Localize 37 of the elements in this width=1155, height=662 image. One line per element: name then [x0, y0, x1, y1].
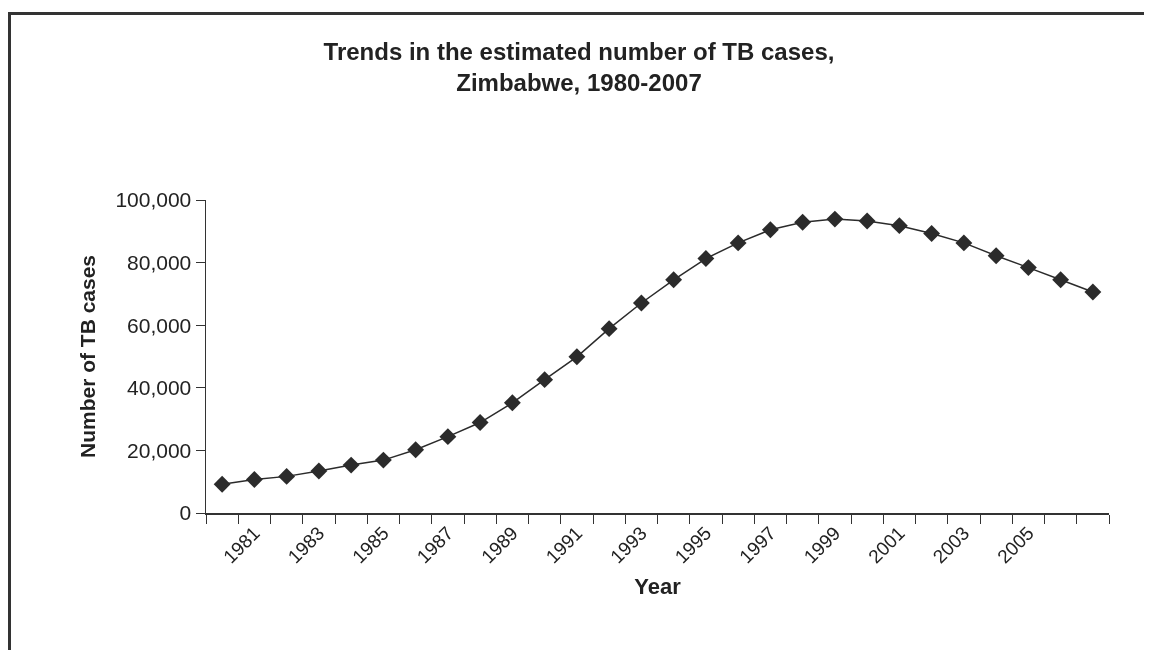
point	[439, 428, 457, 446]
point	[632, 294, 650, 312]
point	[342, 456, 360, 474]
y-tick-label: 40,000	[127, 376, 192, 400]
point	[761, 221, 779, 239]
point	[987, 247, 1005, 265]
point	[310, 462, 328, 480]
point	[568, 348, 586, 366]
point	[1052, 271, 1070, 289]
point	[407, 441, 425, 459]
point	[1084, 283, 1102, 301]
y-tick-label: 100,000	[115, 188, 192, 212]
point	[665, 271, 683, 289]
y-tick-label: 80,000	[127, 250, 192, 274]
point	[890, 217, 908, 235]
point	[503, 394, 521, 412]
point	[278, 467, 296, 485]
y-tick-label: 0	[179, 501, 192, 525]
point	[374, 451, 392, 469]
point	[536, 371, 554, 389]
point	[697, 250, 715, 267]
point	[213, 475, 231, 493]
point	[794, 213, 812, 231]
point	[955, 234, 973, 252]
point	[471, 414, 489, 431]
point	[729, 234, 747, 252]
point	[1019, 259, 1037, 277]
y-tick-label: 60,000	[127, 313, 192, 337]
point	[245, 471, 263, 488]
point	[858, 212, 876, 230]
point	[923, 225, 941, 242]
point	[826, 210, 844, 228]
x-axis-title: Year	[634, 573, 682, 599]
point	[600, 320, 618, 338]
y-axis-title: Number of TB cases	[75, 254, 99, 459]
chart-title: Trends in the estimated number of TB cases, Zimbabwe, 1980-2007	[323, 37, 835, 96]
y-tick-label: 20,000	[127, 438, 192, 462]
